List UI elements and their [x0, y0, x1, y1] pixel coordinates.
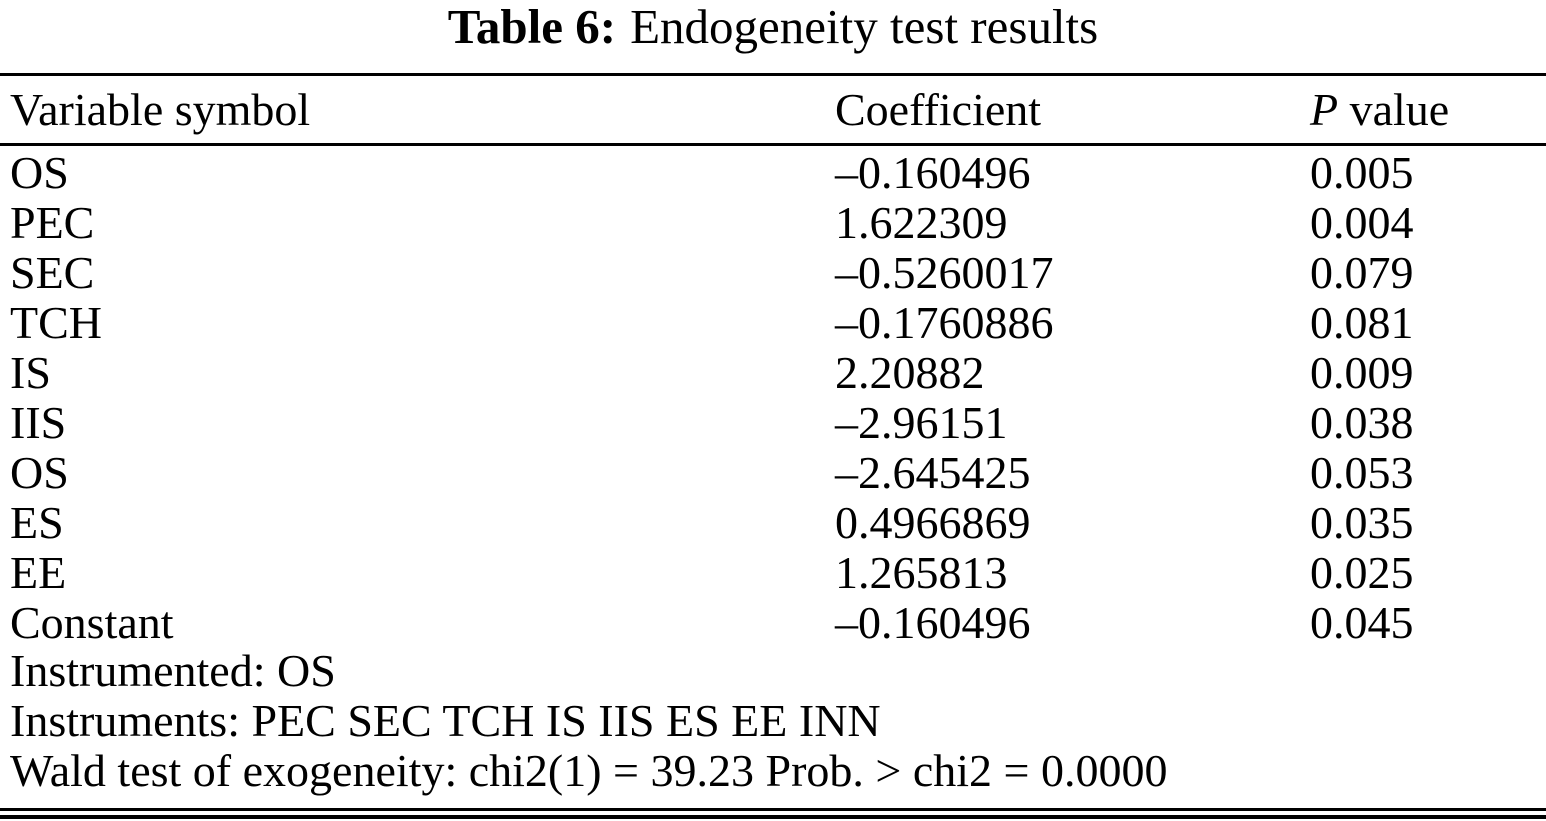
p-value-cell: 0.081 — [1310, 297, 1414, 348]
table-row: Constant –0.160496 0.045 — [0, 596, 1546, 648]
variable-cell: EE — [10, 547, 67, 598]
p-value-cell: 0.025 — [1310, 547, 1414, 598]
variable-cell: SEC — [10, 247, 95, 298]
note-instruments: Instruments: PEC SEC TCH IS IIS ES EE IN… — [10, 695, 881, 746]
variable-cell: IIS — [10, 397, 67, 448]
note-instrumented: Instrumented: OS — [10, 645, 336, 696]
endogeneity-results-table: Variable symbol Coefficient P value OS –… — [0, 73, 1546, 819]
table-caption-title: Endogeneity test results — [630, 0, 1099, 54]
table-row: IS 2.20882 0.009 — [0, 346, 1546, 398]
p-value-cell: 0.079 — [1310, 247, 1414, 298]
p-value-italic-p: P — [1310, 84, 1339, 135]
variable-cell: Constant — [10, 597, 174, 648]
column-header-variable-symbol: Variable symbol — [10, 84, 311, 135]
coefficient-cell: –2.645425 — [835, 447, 1031, 498]
table-row: OS –0.160496 0.005 — [0, 146, 1546, 198]
column-header-p-value: P value — [1310, 83, 1546, 136]
table-row: ES 0.4966869 0.035 — [0, 496, 1546, 548]
coefficient-cell: 2.20882 — [835, 347, 985, 398]
table-row: EE 1.265813 0.025 — [0, 546, 1546, 598]
table-row: SEC –0.5260017 0.079 — [0, 246, 1546, 298]
p-value-cell: 0.053 — [1310, 447, 1414, 498]
variable-cell: OS — [10, 147, 69, 198]
p-value-cell: 0.045 — [1310, 597, 1414, 648]
table-header-row: Variable symbol Coefficient P value — [0, 76, 1546, 146]
table-bottom-double-rule — [0, 808, 1546, 819]
variable-cell: PEC — [10, 197, 95, 248]
p-value-cell: 0.004 — [1310, 197, 1414, 248]
coefficient-cell: –2.96151 — [835, 397, 1008, 448]
table-row: TCH –0.1760886 0.081 — [0, 296, 1546, 348]
p-value-cell: 0.035 — [1310, 497, 1414, 548]
variable-cell: OS — [10, 447, 69, 498]
bottom-rule-thick — [0, 815, 1546, 819]
coefficient-cell: –0.5260017 — [835, 247, 1054, 298]
variable-cell: IS — [10, 347, 51, 398]
coefficient-cell: –0.160496 — [835, 597, 1031, 648]
p-value-cell: 0.038 — [1310, 397, 1414, 448]
table-caption: Table 6: Endogeneity test results — [0, 0, 1546, 54]
p-value-cell: 0.005 — [1310, 147, 1414, 198]
coefficient-cell: 0.4966869 — [835, 497, 1031, 548]
variable-cell: TCH — [10, 297, 102, 348]
coefficient-cell: 1.265813 — [835, 547, 1008, 598]
table-row: IIS –2.96151 0.038 — [0, 396, 1546, 448]
table-caption-number: Table 6: — [447, 0, 617, 54]
p-value-rest: value — [1338, 84, 1450, 135]
bottom-rule-thin — [0, 808, 1546, 811]
table-row: PEC 1.622309 0.004 — [0, 196, 1546, 248]
table-row: OS –2.645425 0.053 — [0, 446, 1546, 498]
coefficient-cell: –0.1760886 — [835, 297, 1054, 348]
variable-cell: ES — [10, 497, 64, 548]
column-header-coefficient: Coefficient — [835, 84, 1042, 135]
table-top-rule — [0, 73, 1546, 76]
p-value-cell: 0.009 — [1310, 347, 1414, 398]
note-wald-test: Wald test of exogeneity: chi2(1) = 39.23… — [10, 745, 1168, 796]
coefficient-cell: 1.622309 — [835, 197, 1008, 248]
coefficient-cell: –0.160496 — [835, 147, 1031, 198]
